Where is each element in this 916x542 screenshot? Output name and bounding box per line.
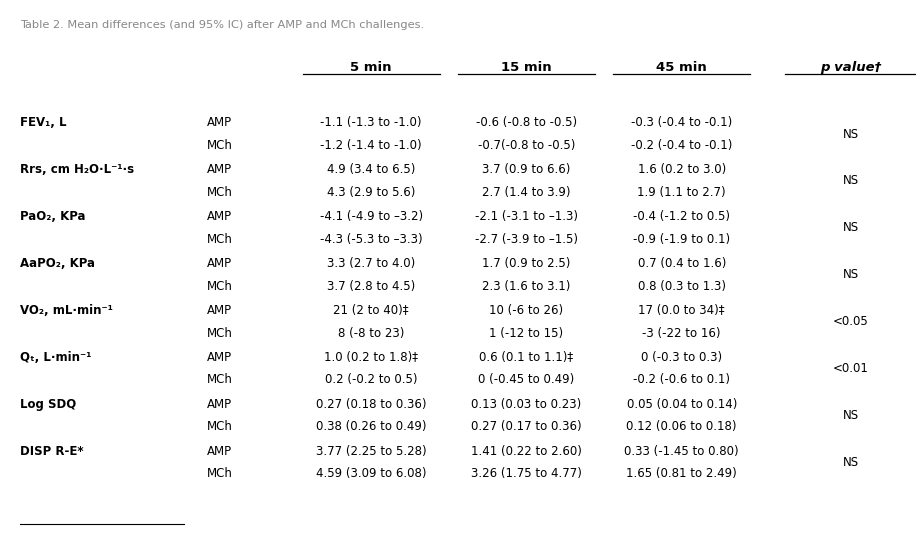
Text: 4.3 (2.9 to 5.6): 4.3 (2.9 to 5.6) — [327, 186, 416, 199]
Text: NS: NS — [843, 221, 858, 234]
Text: -0.2 (-0.4 to -0.1): -0.2 (-0.4 to -0.1) — [631, 139, 733, 152]
Text: NS: NS — [843, 175, 858, 188]
Text: 1.6 (0.2 to 3.0): 1.6 (0.2 to 3.0) — [638, 163, 725, 176]
Text: 3.77 (2.25 to 5.28): 3.77 (2.25 to 5.28) — [316, 444, 427, 457]
Text: PaO₂, KPa: PaO₂, KPa — [19, 210, 85, 223]
Text: Log SDQ: Log SDQ — [19, 398, 76, 411]
Text: 8 (-8 to 23): 8 (-8 to 23) — [338, 326, 405, 339]
Text: 4.9 (3.4 to 6.5): 4.9 (3.4 to 6.5) — [327, 163, 416, 176]
Text: AaPO₂, KPa: AaPO₂, KPa — [19, 257, 94, 270]
Text: -0.3 (-0.4 to -0.1): -0.3 (-0.4 to -0.1) — [631, 116, 733, 129]
Text: AMP: AMP — [207, 444, 232, 457]
Text: MCh: MCh — [207, 186, 233, 199]
Text: NS: NS — [843, 127, 858, 140]
Text: NS: NS — [843, 268, 858, 281]
Text: AMP: AMP — [207, 163, 232, 176]
Text: 0.13 (0.03 to 0.23): 0.13 (0.03 to 0.23) — [472, 398, 582, 411]
Text: MCh: MCh — [207, 280, 233, 293]
Text: 0.12 (0.06 to 0.18): 0.12 (0.06 to 0.18) — [627, 421, 737, 434]
Text: -2.7 (-3.9 to –1.5): -2.7 (-3.9 to –1.5) — [475, 233, 578, 246]
Text: MCh: MCh — [207, 326, 233, 339]
Text: Qₜ, L·min⁻¹: Qₜ, L·min⁻¹ — [19, 351, 91, 364]
Text: 0.8 (0.3 to 1.3): 0.8 (0.3 to 1.3) — [638, 280, 725, 293]
Text: 2.7 (1.4 to 3.9): 2.7 (1.4 to 3.9) — [482, 186, 571, 199]
Text: 3.26 (1.75 to 4.77): 3.26 (1.75 to 4.77) — [471, 467, 582, 480]
Text: 0.6 (0.1 to 1.1)‡: 0.6 (0.1 to 1.1)‡ — [479, 351, 573, 364]
Text: 45 min: 45 min — [657, 61, 707, 74]
Text: DISP R-E*: DISP R-E* — [19, 444, 83, 457]
Text: 1.65 (0.81 to 2.49): 1.65 (0.81 to 2.49) — [627, 467, 737, 480]
Text: <0.05: <0.05 — [833, 315, 868, 328]
Text: 0.33 (-1.45 to 0.80): 0.33 (-1.45 to 0.80) — [625, 444, 739, 457]
Text: MCh: MCh — [207, 467, 233, 480]
Text: 1.7 (0.9 to 2.5): 1.7 (0.9 to 2.5) — [483, 257, 571, 270]
Text: 0 (-0.3 to 0.3): 0 (-0.3 to 0.3) — [641, 351, 723, 364]
Text: Rrs, cm H₂O·L⁻¹·s: Rrs, cm H₂O·L⁻¹·s — [19, 163, 134, 176]
Text: AMP: AMP — [207, 351, 232, 364]
Text: AMP: AMP — [207, 116, 232, 129]
Text: -0.9 (-1.9 to 0.1): -0.9 (-1.9 to 0.1) — [633, 233, 730, 246]
Text: 10 (-6 to 26): 10 (-6 to 26) — [489, 304, 563, 317]
Text: VO₂, mL·min⁻¹: VO₂, mL·min⁻¹ — [19, 304, 113, 317]
Text: MCh: MCh — [207, 139, 233, 152]
Text: 1.0 (0.2 to 1.8)‡: 1.0 (0.2 to 1.8)‡ — [324, 351, 419, 364]
Text: 3.3 (2.7 to 4.0): 3.3 (2.7 to 4.0) — [327, 257, 415, 270]
Text: -1.1 (-1.3 to -1.0): -1.1 (-1.3 to -1.0) — [321, 116, 422, 129]
Text: <0.01: <0.01 — [833, 362, 868, 375]
Text: AMP: AMP — [207, 304, 232, 317]
Text: -4.1 (-4.9 to –3.2): -4.1 (-4.9 to –3.2) — [320, 210, 423, 223]
Text: 15 min: 15 min — [501, 61, 551, 74]
Text: 0.2 (-0.2 to 0.5): 0.2 (-0.2 to 0.5) — [325, 373, 418, 386]
Text: AMP: AMP — [207, 210, 232, 223]
Text: 2.3 (1.6 to 3.1): 2.3 (1.6 to 3.1) — [483, 280, 571, 293]
Text: AMP: AMP — [207, 257, 232, 270]
Text: 0 (-0.45 to 0.49): 0 (-0.45 to 0.49) — [478, 373, 574, 386]
Text: -0.2 (-0.6 to 0.1): -0.2 (-0.6 to 0.1) — [633, 373, 730, 386]
Text: 5 min: 5 min — [351, 61, 392, 74]
Text: FEV₁, L: FEV₁, L — [19, 116, 66, 129]
Text: AMP: AMP — [207, 398, 232, 411]
Text: 21 (2 to 40)‡: 21 (2 to 40)‡ — [333, 304, 409, 317]
Text: -1.2 (-1.4 to -1.0): -1.2 (-1.4 to -1.0) — [321, 139, 422, 152]
Text: -4.3 (-5.3 to –3.3): -4.3 (-5.3 to –3.3) — [320, 233, 422, 246]
Text: -0.6 (-0.8 to -0.5): -0.6 (-0.8 to -0.5) — [476, 116, 577, 129]
Text: p value†: p value† — [820, 61, 881, 74]
Text: NS: NS — [843, 409, 858, 422]
Text: 0.27 (0.17 to 0.36): 0.27 (0.17 to 0.36) — [471, 421, 582, 434]
Text: -2.1 (-3.1 to –1.3): -2.1 (-3.1 to –1.3) — [475, 210, 578, 223]
Text: MCh: MCh — [207, 373, 233, 386]
Text: MCh: MCh — [207, 233, 233, 246]
Text: -0.7(-0.8 to -0.5): -0.7(-0.8 to -0.5) — [478, 139, 575, 152]
Text: -0.4 (-1.2 to 0.5): -0.4 (-1.2 to 0.5) — [633, 210, 730, 223]
Text: 17 (0.0 to 34)‡: 17 (0.0 to 34)‡ — [638, 304, 725, 317]
Text: Table 2. Mean differences (and 95% IC) after AMP and MCh challenges.: Table 2. Mean differences (and 95% IC) a… — [19, 20, 424, 30]
Text: 3.7 (2.8 to 4.5): 3.7 (2.8 to 4.5) — [327, 280, 415, 293]
Text: 0.27 (0.18 to 0.36): 0.27 (0.18 to 0.36) — [316, 398, 427, 411]
Text: NS: NS — [843, 456, 858, 469]
Text: MCh: MCh — [207, 421, 233, 434]
Text: 0.05 (0.04 to 0.14): 0.05 (0.04 to 0.14) — [627, 398, 737, 411]
Text: 1.41 (0.22 to 2.60): 1.41 (0.22 to 2.60) — [471, 444, 582, 457]
Text: 4.59 (3.09 to 6.08): 4.59 (3.09 to 6.08) — [316, 467, 427, 480]
Text: 3.7 (0.9 to 6.6): 3.7 (0.9 to 6.6) — [483, 163, 571, 176]
Text: 1 (-12 to 15): 1 (-12 to 15) — [489, 326, 563, 339]
Text: 0.38 (0.26 to 0.49): 0.38 (0.26 to 0.49) — [316, 421, 427, 434]
Text: 1.9 (1.1 to 2.7): 1.9 (1.1 to 2.7) — [638, 186, 726, 199]
Text: 0.7 (0.4 to 1.6): 0.7 (0.4 to 1.6) — [638, 257, 725, 270]
Text: -3 (-22 to 16): -3 (-22 to 16) — [642, 326, 721, 339]
